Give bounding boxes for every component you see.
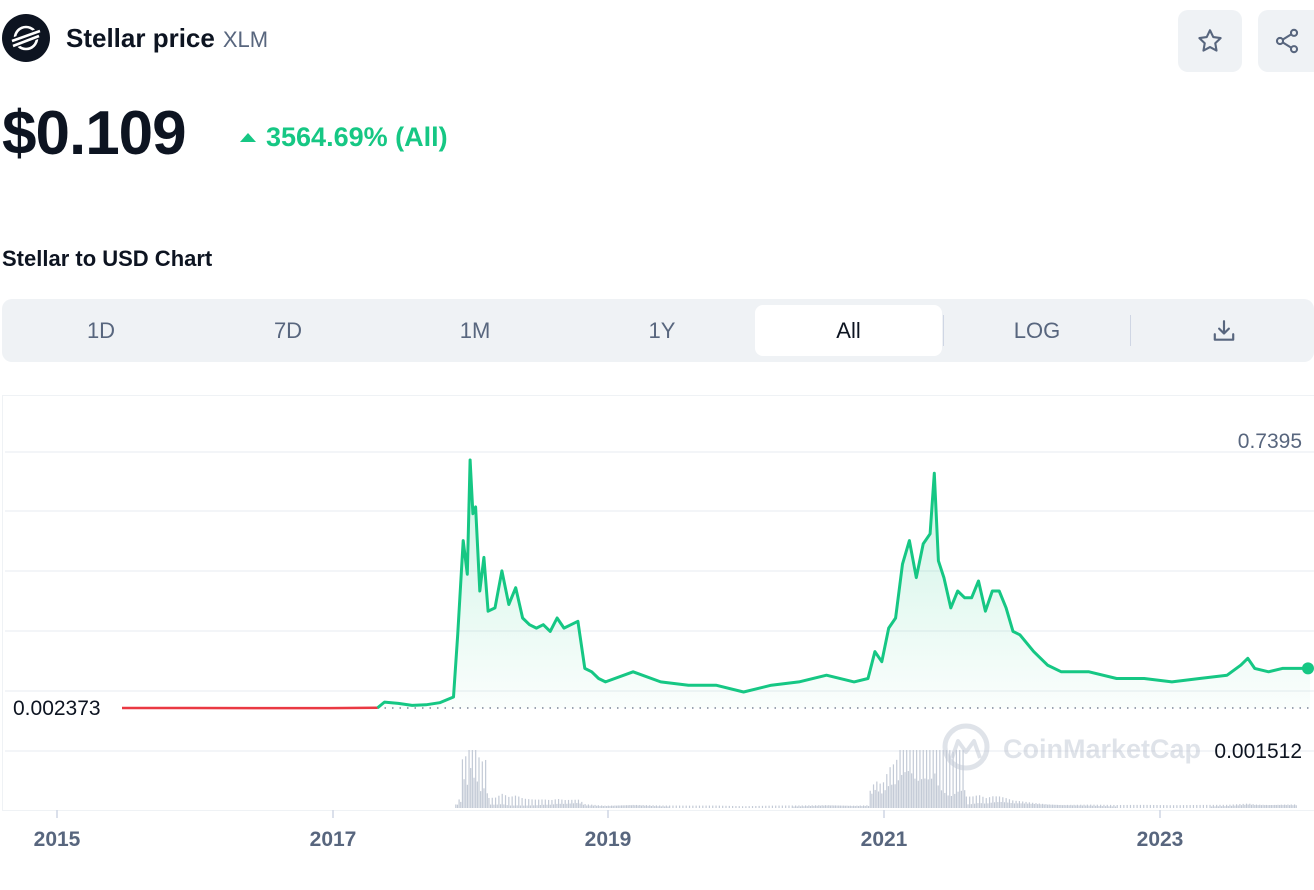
tab-1y[interactable]: 1Y [648,317,676,343]
tab-log[interactable]: LOG [1013,317,1061,343]
up-arrow-icon [240,133,256,142]
star-icon [1198,29,1222,52]
tab-1m[interactable]: 1M [459,317,491,343]
tab-divider [1130,315,1131,346]
tab-1d[interactable]: 1D [86,317,116,343]
coin-symbol: XLM [222,27,269,52]
stellar-logo-icon [2,14,50,62]
x-tick-label: 2019 [585,828,632,851]
coin-header: Stellar price XLM [2,14,268,62]
tab-7d[interactable]: 7D [273,317,303,343]
coin-title: Stellar price [66,22,215,53]
share-button[interactable] [1258,10,1314,72]
share-icon [1275,28,1299,54]
x-tick-label: 2023 [1137,828,1184,851]
price-change-value: 3564.69% (All) [266,122,448,152]
download-chart-button[interactable] [1131,305,1314,356]
tab-divider [943,315,944,346]
tab-all[interactable]: All [755,305,942,356]
price-change: 3564.69% (All) [240,122,448,153]
current-price: $0.109 [2,99,187,168]
watchlist-star-button[interactable] [1178,10,1242,72]
download-icon [1213,319,1235,341]
x-axis: 2015 2017 2019 2021 2023 [34,810,1184,851]
x-tick-label: 2017 [310,828,357,851]
x-tick-label: 2021 [861,828,908,851]
chart-range-tabs: 1D 7D 1M 1Y All LOG [2,299,1314,362]
chart-section-title: Stellar to USD Chart [2,246,213,271]
chart-frame [2,395,1314,811]
x-tick-label: 2015 [34,828,81,851]
